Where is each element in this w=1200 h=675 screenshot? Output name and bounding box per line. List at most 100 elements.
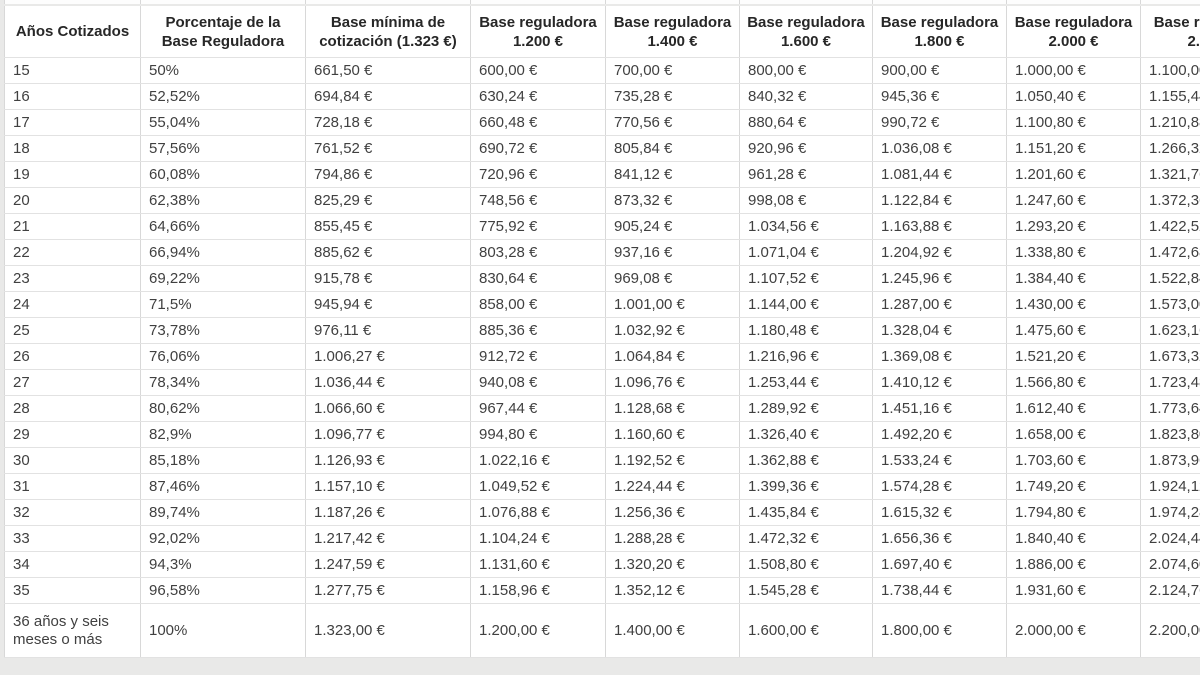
value-cell: 630,24 €	[470, 83, 606, 110]
value-cell: 1.288,28 €	[605, 525, 740, 552]
clipped-top-cell	[605, 0, 740, 6]
table-row: 30 85,18% 1.126,93 €1.022,16 €1.192,52 €1.…	[4, 447, 1200, 474]
years-cell: 18	[4, 135, 141, 162]
years-cell: 29	[4, 421, 141, 448]
value-cell: 1.122,84 €	[872, 187, 1007, 214]
value-cell: 945,36 €	[872, 83, 1007, 110]
value-cell: 873,32 €	[605, 187, 740, 214]
value-cell: 1.256,36 €	[605, 499, 740, 526]
clipped-top-row	[4, 0, 1200, 6]
column-header: Base reguladora 1.400 €	[605, 5, 740, 58]
value-cell: 1.160,60 €	[605, 421, 740, 448]
value-cell: 1.071,04 €	[739, 239, 873, 266]
column-header: Base reguladora 2.200 €	[1140, 5, 1200, 58]
value-cell: 830,64 €	[470, 265, 606, 292]
table-body: 15 50% 661,50 €600,00 €700,00 €800,00 €900…	[4, 57, 1200, 658]
clipped-top-cell	[1006, 0, 1141, 6]
value-cell: 1.430,00 €	[1006, 291, 1141, 318]
value-cell: 1.217,42 €	[305, 525, 471, 552]
value-cell: 1.508,80 €	[739, 551, 873, 578]
value-cell: 1.107,52 €	[739, 265, 873, 292]
value-cell: 1.050,40 €	[1006, 83, 1141, 110]
value-cell: 1.163,88 €	[872, 213, 1007, 240]
value-cell: 78,34%	[140, 369, 306, 396]
value-cell: 50%	[140, 57, 306, 84]
value-cell: 1.372,36 €	[1140, 187, 1200, 214]
value-cell: 1.151,20 €	[1006, 135, 1141, 162]
value-cell: 728,18 €	[305, 109, 471, 136]
value-cell: 735,28 €	[605, 83, 740, 110]
table-row: 32 89,74% 1.187,26 €1.076,88 €1.256,36 €1.…	[4, 499, 1200, 526]
years-cell: 34	[4, 551, 141, 578]
value-cell: 1.840,40 €	[1006, 525, 1141, 552]
value-cell: 1.703,60 €	[1006, 447, 1141, 474]
value-cell: 1.656,36 €	[872, 525, 1007, 552]
value-cell: 1.823,80 €	[1140, 421, 1200, 448]
table-row: 23 69,22% 915,78 €830,64 €969,08 €1.107,52…	[4, 265, 1200, 292]
value-cell: 690,72 €	[470, 135, 606, 162]
value-cell: 961,28 €	[739, 161, 873, 188]
table-row: 17 55,04% 728,18 €660,48 €770,56 €880,64 €…	[4, 109, 1200, 136]
value-cell: 1.399,36 €	[739, 473, 873, 500]
clipped-top-cell	[4, 0, 141, 6]
value-cell: 1.886,00 €	[1006, 551, 1141, 578]
value-cell: 1.475,60 €	[1006, 317, 1141, 344]
value-cell: 1.155,44 €	[1140, 83, 1200, 110]
years-cell: 30	[4, 447, 141, 474]
value-cell: 1.472,32 €	[739, 525, 873, 552]
value-cell: 1.100,00 €	[1140, 57, 1200, 84]
table-row: 31 87,46% 1.157,10 €1.049,52 €1.224,44 €1.…	[4, 473, 1200, 500]
years-cell: 32	[4, 499, 141, 526]
value-cell: 80,62%	[140, 395, 306, 422]
table-row: 34 94,3% 1.247,59 €1.131,60 €1.320,20 €1.5…	[4, 551, 1200, 578]
table-row: 36 años y seis meses o más 100% 1.323,00 €…	[4, 603, 1200, 658]
value-cell: 89,74%	[140, 499, 306, 526]
value-cell: 976,11 €	[305, 317, 471, 344]
value-cell: 945,94 €	[305, 291, 471, 318]
value-cell: 1.384,40 €	[1006, 265, 1141, 292]
value-cell: 1.158,96 €	[470, 577, 606, 604]
value-cell: 1.034,56 €	[739, 213, 873, 240]
value-cell: 1.049,52 €	[470, 473, 606, 500]
value-cell: 2.024,44 €	[1140, 525, 1200, 552]
table-row: 19 60,08% 794,86 €720,96 €841,12 €961,28 €…	[4, 161, 1200, 188]
value-cell: 1.326,40 €	[739, 421, 873, 448]
value-cell: 915,78 €	[305, 265, 471, 292]
clipped-top-cell	[470, 0, 606, 6]
value-cell: 1.293,20 €	[1006, 213, 1141, 240]
value-cell: 1.800,00 €	[872, 603, 1007, 658]
column-header: Base reguladora 1.200 €	[470, 5, 606, 58]
value-cell: 998,08 €	[739, 187, 873, 214]
value-cell: 1.521,20 €	[1006, 343, 1141, 370]
clipped-top-cell	[872, 0, 1007, 6]
years-cell: 31	[4, 473, 141, 500]
value-cell: 2.000,00 €	[1006, 603, 1141, 658]
value-cell: 1.773,64 €	[1140, 395, 1200, 422]
value-cell: 1.200,00 €	[470, 603, 606, 658]
value-cell: 1.492,20 €	[872, 421, 1007, 448]
value-cell: 912,72 €	[470, 343, 606, 370]
value-cell: 1.210,88 €	[1140, 109, 1200, 136]
table-header: Años Cotizados Porcentaje de la Base Regu…	[4, 0, 1200, 58]
value-cell: 1.100,80 €	[1006, 109, 1141, 136]
value-cell: 1.001,00 €	[605, 291, 740, 318]
value-cell: 1.749,20 €	[1006, 473, 1141, 500]
value-cell: 800,00 €	[739, 57, 873, 84]
header-row: Años Cotizados Porcentaje de la Base Regu…	[4, 5, 1200, 58]
value-cell: 660,48 €	[470, 109, 606, 136]
clipped-top-cell	[739, 0, 873, 6]
value-cell: 840,32 €	[739, 83, 873, 110]
table-row: 26 76,06% 1.006,27 €912,72 €1.064,84 €1.21…	[4, 343, 1200, 370]
value-cell: 2.200,00 €	[1140, 603, 1200, 658]
value-cell: 990,72 €	[872, 109, 1007, 136]
value-cell: 1.612,40 €	[1006, 395, 1141, 422]
value-cell: 2.124,76 €	[1140, 577, 1200, 604]
value-cell: 880,64 €	[739, 109, 873, 136]
table-row: 35 96,58% 1.277,75 €1.158,96 €1.352,12 €1.…	[4, 577, 1200, 604]
value-cell: 1.321,76 €	[1140, 161, 1200, 188]
table-row: 15 50% 661,50 €600,00 €700,00 €800,00 €900…	[4, 57, 1200, 84]
table-row: 20 62,38% 825,29 €748,56 €873,32 €998,08 €…	[4, 187, 1200, 214]
years-cell: 24	[4, 291, 141, 318]
years-cell: 21	[4, 213, 141, 240]
table-row: 28 80,62% 1.066,60 €967,44 €1.128,68 €1.28…	[4, 395, 1200, 422]
